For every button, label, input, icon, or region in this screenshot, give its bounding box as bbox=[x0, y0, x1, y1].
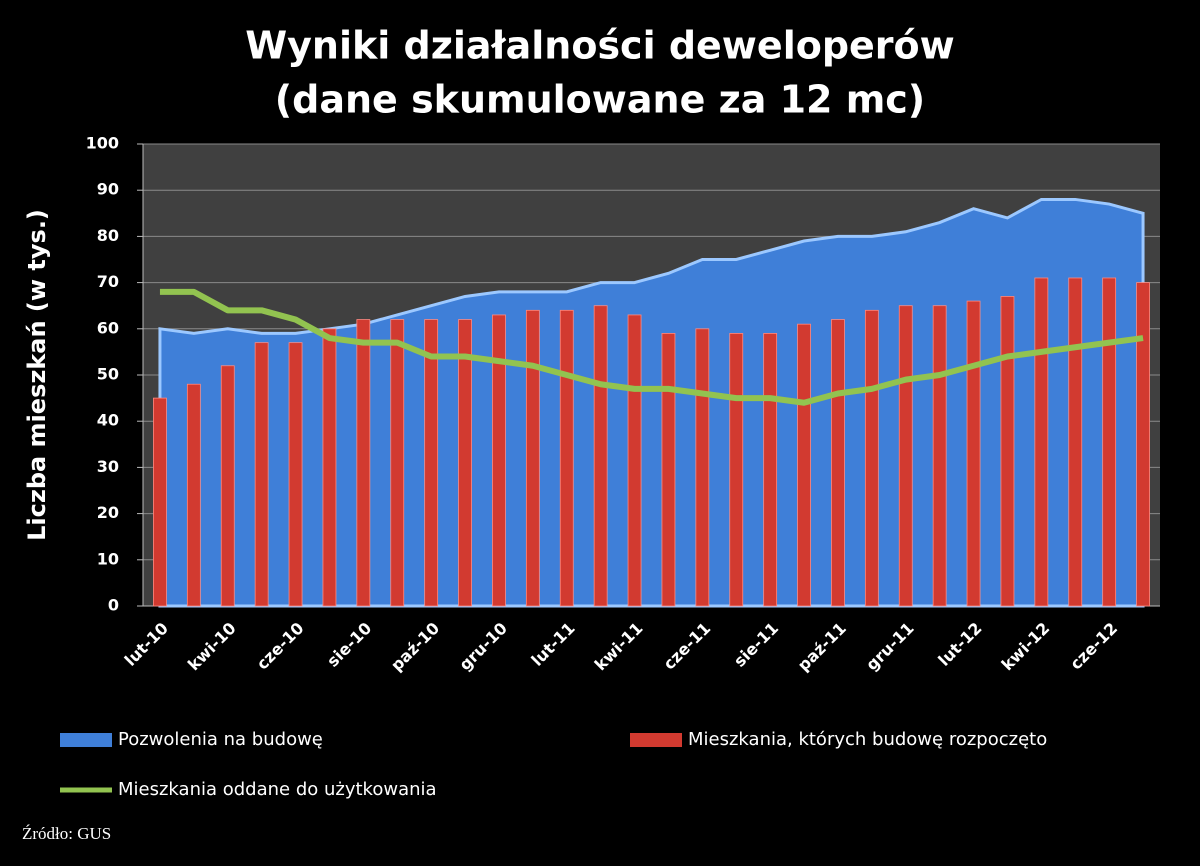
bar bbox=[898, 305, 913, 607]
bar bbox=[458, 319, 472, 607]
legend-label: Mieszkania oddane do użytkowania bbox=[118, 779, 437, 800]
line bbox=[159, 288, 1144, 406]
bar bbox=[729, 333, 744, 607]
bar bbox=[492, 314, 506, 607]
chart-title: Wyniki działalności deweloperów bbox=[245, 24, 955, 68]
y-tick-label: 40 bbox=[97, 411, 119, 430]
bar bbox=[831, 319, 845, 607]
bar bbox=[966, 300, 981, 607]
bar bbox=[797, 323, 811, 607]
bar bbox=[763, 333, 778, 607]
legend-swatch bbox=[60, 733, 112, 747]
y-tick-label: 20 bbox=[97, 503, 119, 522]
y-tick-label: 50 bbox=[97, 365, 119, 384]
bar bbox=[220, 365, 235, 607]
legend-label: Pozwolenia na budowę bbox=[118, 729, 323, 750]
y-tick-label: 10 bbox=[97, 549, 119, 568]
y-tick-label: 0 bbox=[108, 596, 119, 615]
bar bbox=[525, 309, 540, 607]
bar bbox=[864, 309, 879, 607]
bar bbox=[186, 383, 201, 607]
bar bbox=[1068, 277, 1083, 607]
bar bbox=[593, 305, 608, 607]
y-tick-label: 70 bbox=[97, 272, 119, 291]
y-axis-label: Liczba mieszkań (w tys.) bbox=[23, 209, 51, 541]
y-tick-label: 80 bbox=[97, 226, 119, 245]
source: Źródło: GUS bbox=[22, 824, 111, 843]
y-tick-label: 90 bbox=[97, 180, 119, 199]
bar bbox=[627, 314, 642, 607]
bar bbox=[1136, 282, 1150, 607]
bar bbox=[1102, 277, 1117, 607]
legend-swatch bbox=[630, 733, 682, 747]
y-tick-label: 100 bbox=[86, 134, 119, 153]
chart-subtitle: (dane skumulowane za 12 mc) bbox=[275, 78, 925, 122]
bar bbox=[932, 305, 947, 607]
bar bbox=[1034, 277, 1049, 607]
bar bbox=[1000, 296, 1015, 607]
legend-label: Mieszkania, których budowę rozpoczęto bbox=[688, 729, 1047, 750]
bar bbox=[288, 342, 303, 607]
bar bbox=[390, 319, 405, 607]
y-tick-label: 60 bbox=[97, 318, 119, 337]
bar bbox=[153, 397, 167, 607]
bar bbox=[254, 342, 269, 607]
bar bbox=[559, 309, 574, 607]
y-tick-label: 30 bbox=[97, 457, 119, 476]
bar bbox=[424, 319, 439, 607]
bar bbox=[661, 333, 676, 607]
bar bbox=[356, 319, 371, 607]
area bbox=[158, 197, 1145, 608]
bar bbox=[695, 328, 710, 607]
bar bbox=[322, 328, 337, 607]
